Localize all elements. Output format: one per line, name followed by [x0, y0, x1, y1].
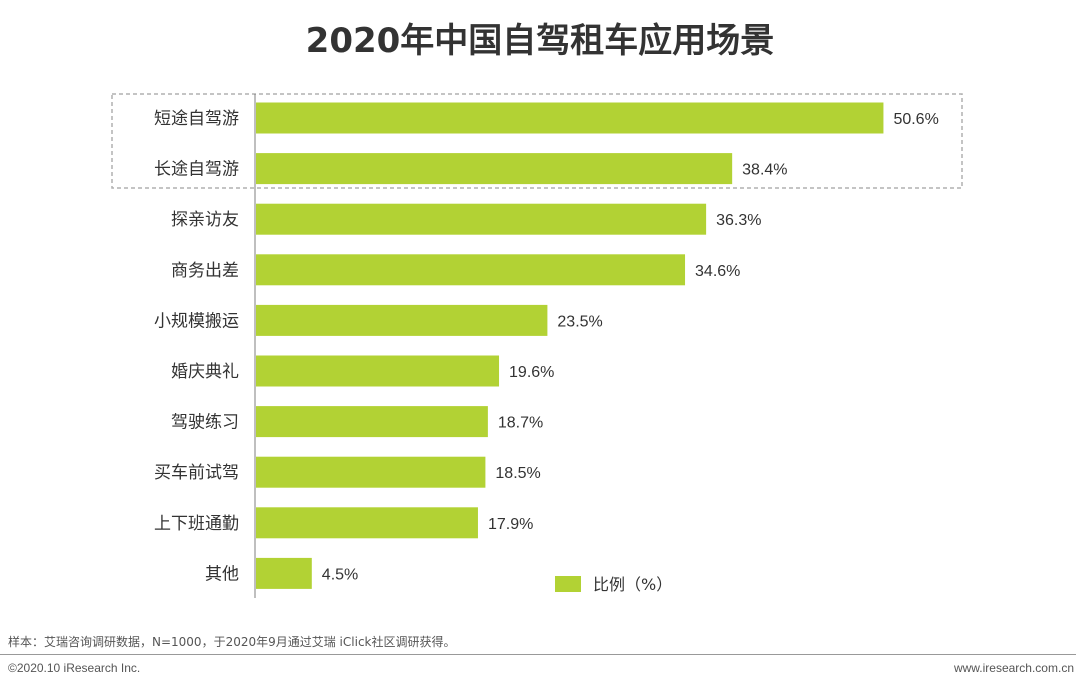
footer-divider [0, 654, 1076, 655]
category-label: 上下班通勤 [154, 514, 239, 534]
chart-title: 2020年中国自驾租车应用场景 [306, 21, 775, 61]
value-label: 17.9% [488, 516, 533, 533]
value-label: 36.3% [716, 212, 761, 229]
legend-swatch [555, 576, 581, 592]
value-label: 4.5% [322, 566, 358, 583]
highlight-box [111, 93, 963, 189]
category-label: 商务出差 [171, 261, 239, 281]
bars-group: 短途自驾游 50.6% 长途自驾游 38.4% 探亲访友 36.3% 商务出差 34.6% 小规… [154, 102, 939, 589]
value-label: 19.6% [509, 364, 554, 381]
bar [256, 355, 500, 387]
value-label: 38.4% [742, 162, 787, 179]
value-label: 50.6% [893, 111, 938, 128]
legend: 比例（%） [555, 575, 672, 594]
category-label: 短途自驾游 [154, 109, 239, 129]
value-label: 18.7% [498, 415, 543, 432]
category-label: 小规模搬运 [154, 311, 239, 331]
value-label: 34.6% [695, 263, 740, 280]
category-label: 婚庆典礼 [171, 362, 239, 382]
category-label: 买车前试驾 [154, 463, 239, 483]
category-label: 探亲访友 [171, 210, 239, 230]
value-label: 23.5% [557, 313, 602, 330]
bar [256, 304, 548, 336]
bar [256, 203, 707, 235]
bar [256, 406, 488, 438]
source-note: 样本：艾瑞咨询调研数据，N=1000，于2020年9月通过艾瑞 iClick社区… [8, 635, 456, 649]
bar [256, 456, 486, 488]
category-label: 驾驶练习 [171, 413, 239, 433]
bar [256, 557, 312, 589]
copyright-text: ©2020.10 iResearch Inc. [8, 661, 141, 675]
bar [256, 507, 478, 539]
value-label: 18.5% [495, 465, 540, 482]
bar [256, 102, 884, 134]
legend-label: 比例（%） [593, 575, 672, 594]
category-label: 其他 [205, 564, 239, 584]
bar [256, 254, 686, 286]
website-link[interactable]: www.iresearch.com.cn [953, 661, 1074, 675]
bar [256, 153, 733, 185]
category-label: 长途自驾游 [154, 160, 239, 180]
